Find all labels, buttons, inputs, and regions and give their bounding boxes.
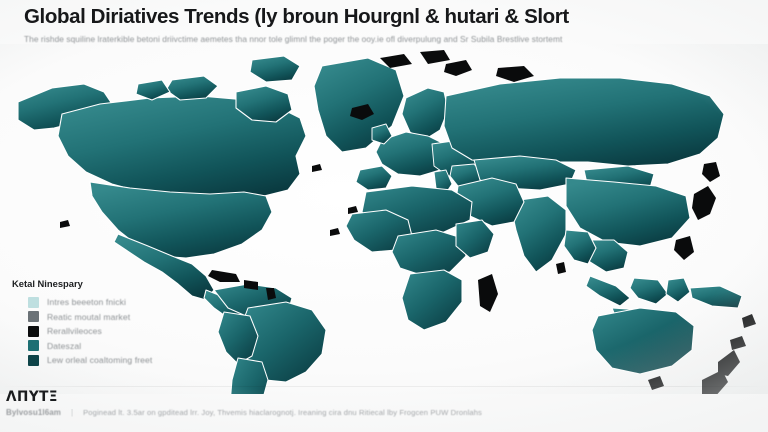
legend-swatch-icon xyxy=(28,340,39,352)
world-map[interactable] xyxy=(0,44,768,394)
footer-separator: | xyxy=(71,408,74,417)
header: Global Diriatives Trends (ly broun Hourg… xyxy=(24,4,748,44)
legend-item[interactable]: Reatic moutal market xyxy=(8,310,208,325)
map-vignette xyxy=(0,44,768,394)
legend-item-label: Lew orleal coaltoming freet xyxy=(47,355,153,366)
page-subtitle: The rishde squiline lraterkible betoni d… xyxy=(24,34,563,44)
footer: ΛΠΥΤΞ Bylvosu1l6am | Poginead lt. 3.5ar … xyxy=(6,389,758,417)
legend-item[interactable]: Dateszal xyxy=(8,339,208,354)
legend-item-label: Dateszal xyxy=(47,340,82,351)
footer-brand: Bylvosu1l6am xyxy=(6,408,62,417)
legend: Ketal Ninespary Intres beeeton fnicki Re… xyxy=(8,278,208,368)
legend-title: Ketal Ninespary xyxy=(12,278,83,289)
legend-item-label: Rerallvileoces xyxy=(47,326,102,337)
footer-divider xyxy=(0,386,768,387)
page-title: Global Diriatives Trends (ly broun Hourg… xyxy=(24,5,569,28)
legend-swatch-icon xyxy=(28,296,39,308)
legend-swatch-icon xyxy=(28,354,39,366)
world-map-container xyxy=(0,44,768,394)
legend-swatch-icon xyxy=(28,311,39,323)
legend-item-label: Intres beeeton fnicki xyxy=(47,297,127,308)
legend-item[interactable]: Intres beeeton fnicki xyxy=(8,295,208,310)
legend-swatch-icon xyxy=(28,325,39,337)
legend-item[interactable]: Lew orleal coaltoming freet xyxy=(8,353,208,368)
legend-item[interactable]: Rerallvileoces xyxy=(8,324,208,339)
legend-item-label: Reatic moutal market xyxy=(47,311,131,322)
footer-note: Poginead lt. 3.5ar on gpditead lrr. Joy,… xyxy=(83,408,482,417)
brand-logo: ΛΠΥΤΞ xyxy=(6,389,58,405)
